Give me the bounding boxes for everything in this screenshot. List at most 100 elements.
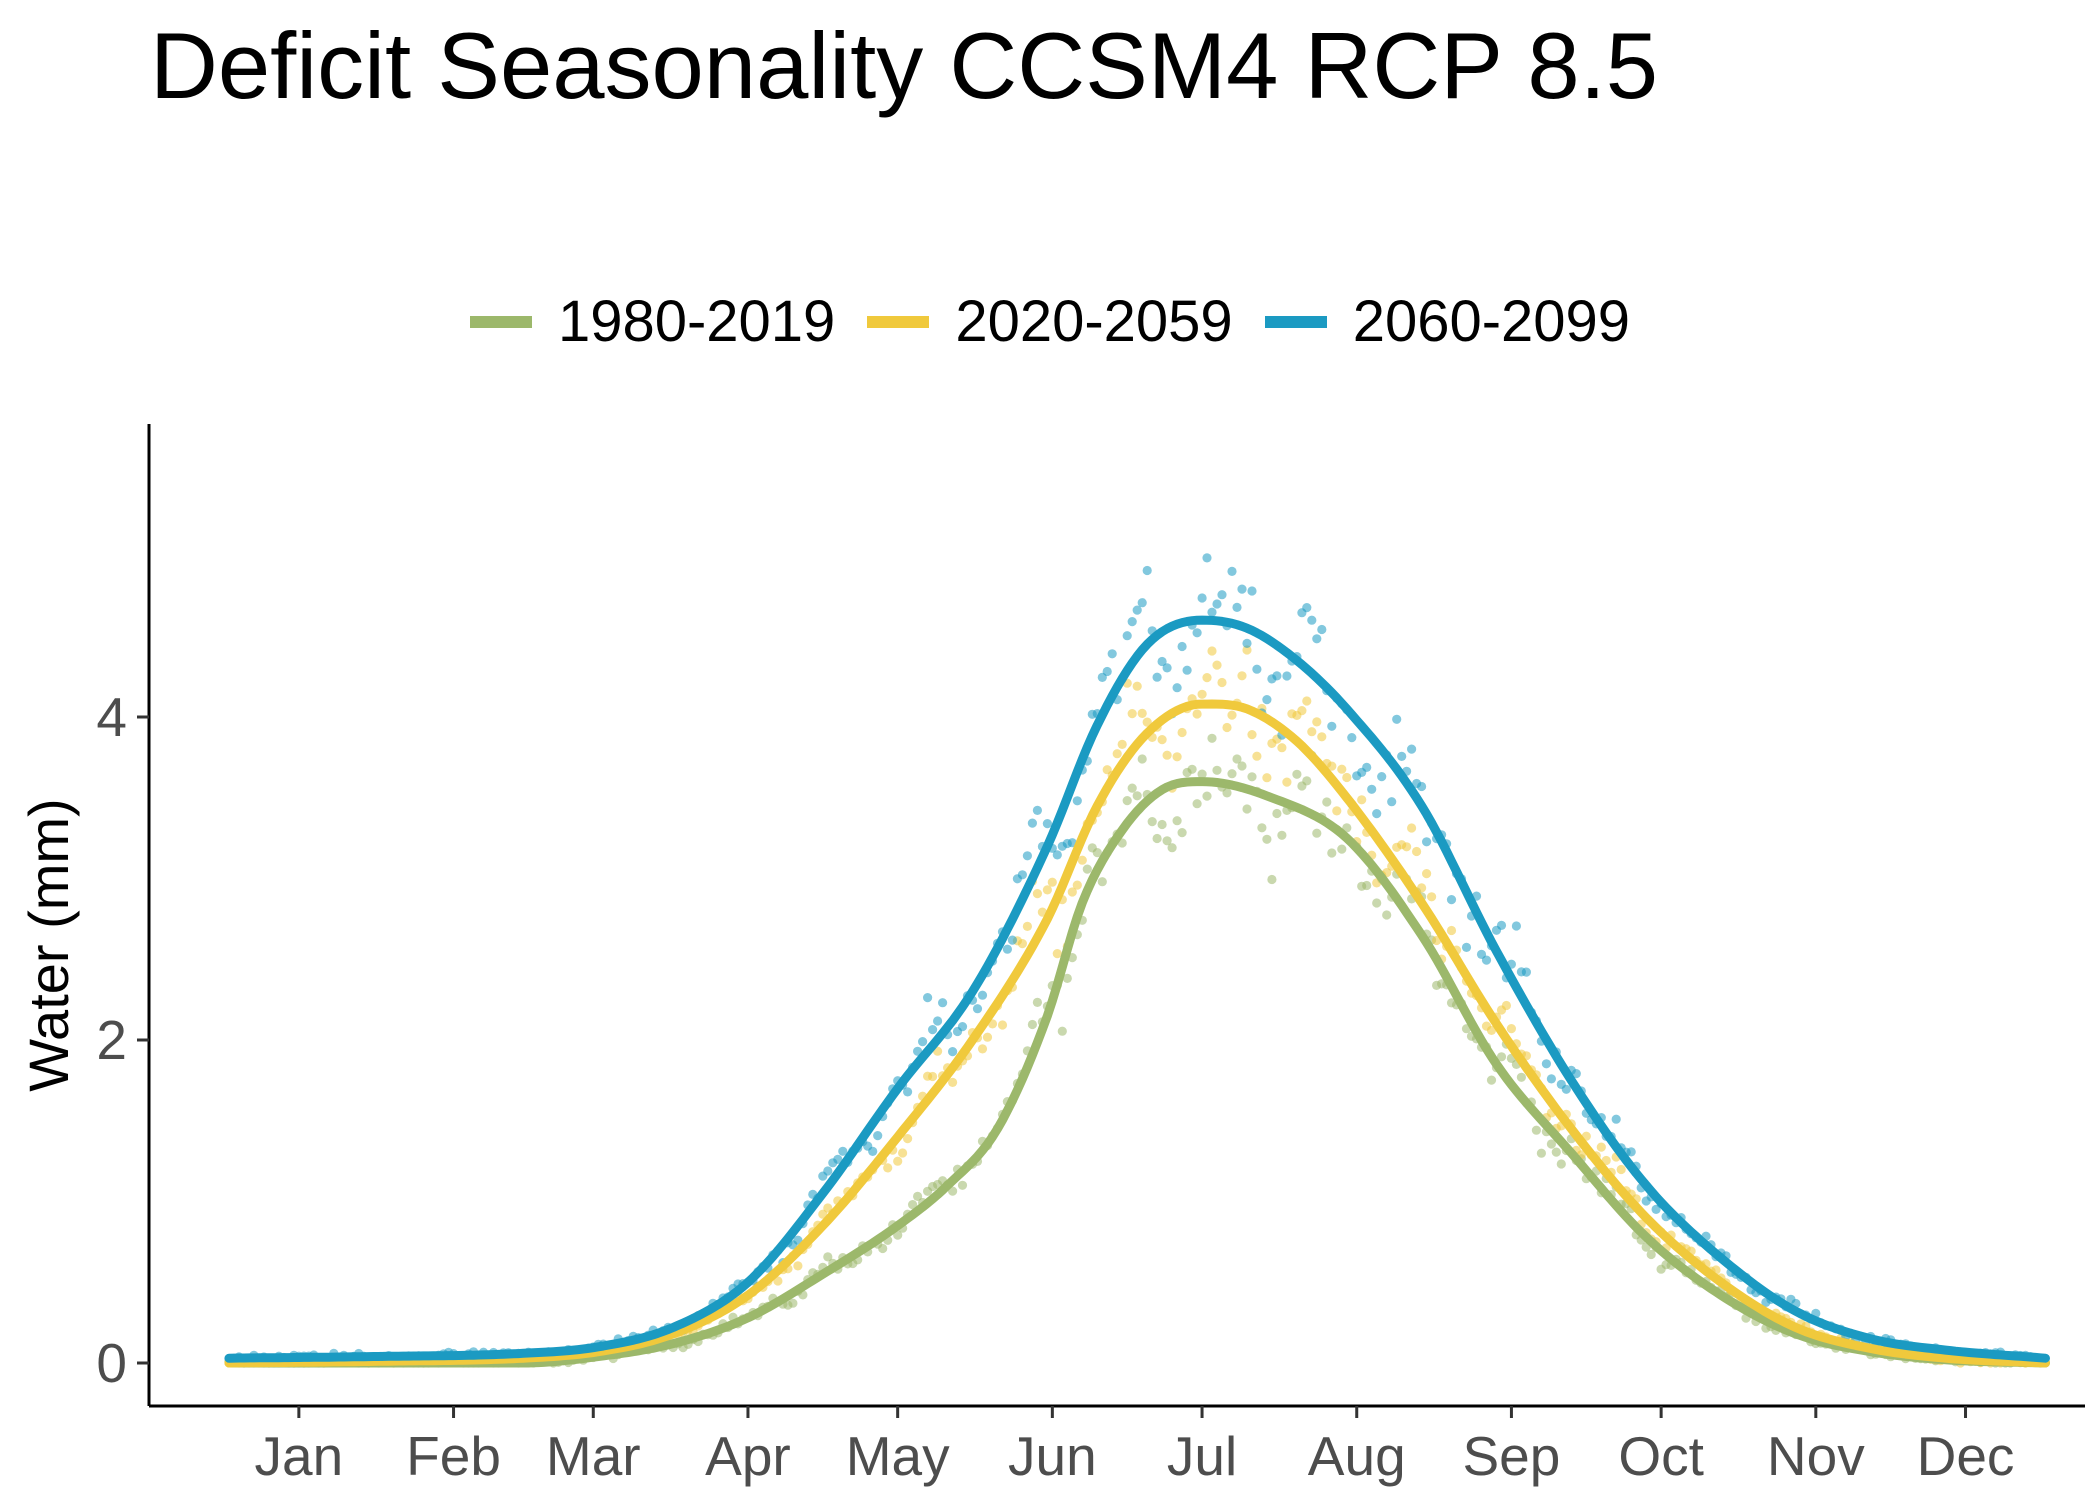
data-point [1521,967,1531,977]
data-point [1052,850,1062,860]
data-point [948,1077,958,1087]
data-point [1072,880,1082,890]
data-point [1247,730,1257,740]
data-point [1332,806,1342,816]
data-point [1237,671,1247,681]
data-point [1362,762,1372,773]
y-tick-label: 4 [96,686,127,748]
data-point [903,1134,913,1144]
data-point [1072,796,1082,806]
data-point [923,993,933,1003]
data-point [1486,1025,1497,1035]
data-point [1302,696,1312,706]
axes: 0 2 4 Jan Feb Mar Apr May Jun Jul Aug Sep Oct Nov Dec W… [17,424,2085,1487]
data-point [793,1261,803,1271]
legend-key [867,316,930,328]
data-point [878,1243,888,1254]
legend-item: 2020-2059 [867,289,1233,354]
legend-label: 2020-2059 [955,289,1233,354]
data-point [893,1156,903,1166]
data-point [1362,880,1372,891]
data-point [1137,708,1147,719]
data-point [1596,1142,1606,1152]
data-point [1556,1159,1566,1169]
data-point [1541,1059,1551,1069]
legend: 1980-2019 2020-2059 2060-2099 [0,282,2100,362]
legend-key [1264,316,1327,328]
data-point [1172,683,1182,693]
data-point [1177,828,1187,838]
data-point [793,1235,803,1245]
data-point [1551,1147,1561,1157]
data-point [823,1252,833,1262]
data-point [818,1209,828,1219]
data-point [1172,752,1182,762]
data-point [1277,830,1287,840]
x-tick-label: Feb [406,1425,501,1487]
data-point [1032,997,1042,1008]
data-point [1337,764,1347,774]
data-point [1227,710,1237,720]
data-point [1217,590,1227,600]
smooth-lines [224,615,2050,1368]
data-point [1307,615,1317,625]
data-point [1032,805,1042,816]
data-point [1127,709,1137,719]
data-point [833,1154,843,1164]
data-point [1327,761,1337,771]
legend-key [469,316,532,328]
data-point [1302,603,1312,613]
data-point [1062,973,1072,984]
data-point [928,1071,938,1082]
data-point [1387,797,1397,807]
data-point [1402,842,1412,852]
data-point [1446,895,1457,905]
scatter-points [224,553,2050,1368]
data-point [957,1180,968,1190]
data-point [1102,666,1112,677]
data-point [788,1298,798,1308]
data-point [933,1016,943,1026]
x-tick-label: May [846,1425,950,1487]
data-point [1372,809,1382,819]
data-point [1002,944,1013,954]
data-point [1536,1148,1546,1158]
data-point [1501,1000,1511,1011]
data-point [1237,761,1247,771]
data-point [908,1200,918,1210]
data-point [957,1022,968,1032]
data-point [1417,883,1427,893]
data-point [1137,598,1147,608]
data-point [1112,749,1122,759]
legend-label: 2060-2099 [1352,289,1631,354]
data-point [1032,889,1042,899]
data-point [1142,565,1152,576]
data-point [1412,846,1422,857]
data-point [1531,1125,1541,1135]
data-point [1282,777,1292,787]
data-point [1297,706,1307,716]
data-point [1207,607,1217,617]
data-point [1496,1052,1507,1062]
data-point [1561,1084,1571,1094]
data-point [1242,804,1252,814]
data-point [1357,795,1367,805]
data-point [1157,656,1167,667]
legend-item: 2060-2099 [1264,289,1631,354]
data-point [1511,921,1521,931]
data-point [1132,605,1142,615]
data-point [1067,887,1077,897]
x-tick-label: Nov [1767,1425,1865,1487]
data-point [1192,799,1202,809]
data-point [1202,791,1212,801]
data-point [1407,823,1417,833]
data-point [1192,709,1202,719]
data-point [997,1020,1008,1030]
data-point [1307,727,1317,737]
data-point [1187,764,1197,774]
data-point [1217,677,1227,688]
data-point [1312,828,1322,838]
data-point [1162,663,1172,673]
data-point [873,1131,883,1141]
data-point [1017,939,1027,949]
